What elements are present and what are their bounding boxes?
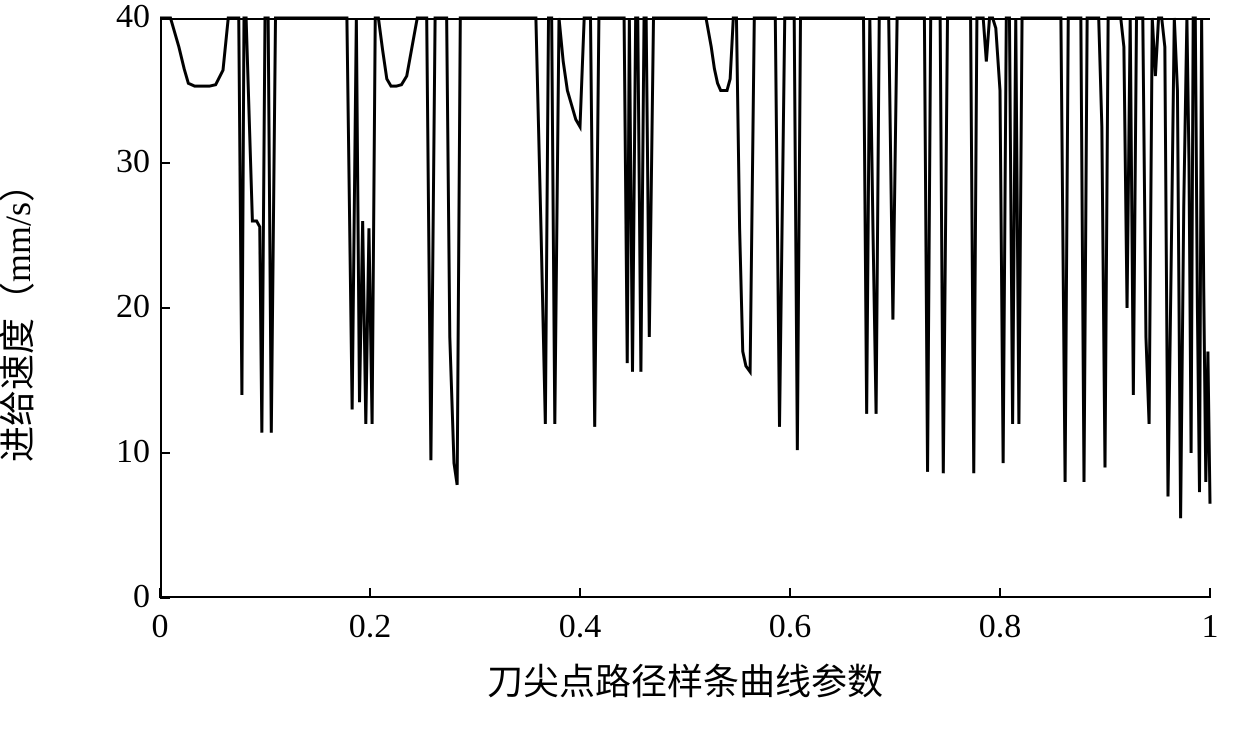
x-tick-label: 0 [152,608,169,646]
y-tick [160,307,170,309]
x-tick [579,588,581,598]
feedrate-chart: 进给速度（mm/s） 刀尖点路径样条曲线参数 01020304000.20.40… [0,0,1240,736]
feedrate-line [0,0,1240,736]
x-tick [369,588,371,598]
y-tick-label: 0 [90,578,150,616]
x-tick [1209,588,1211,598]
x-tick [159,588,161,598]
x-tick-label: 0.4 [559,608,602,646]
x-tick-label: 0.2 [349,608,392,646]
y-tick-label: 30 [90,143,150,181]
y-tick [160,452,170,454]
x-tick-label: 1 [1202,608,1219,646]
y-tick-label: 40 [90,0,150,36]
x-tick-label: 0.6 [769,608,812,646]
y-tick [160,17,170,19]
x-tick [999,588,1001,598]
y-tick-label: 20 [90,288,150,326]
x-tick [789,588,791,598]
x-tick-label: 0.8 [979,608,1022,646]
y-tick [160,597,170,599]
y-tick-label: 10 [90,433,150,471]
y-tick [160,162,170,164]
